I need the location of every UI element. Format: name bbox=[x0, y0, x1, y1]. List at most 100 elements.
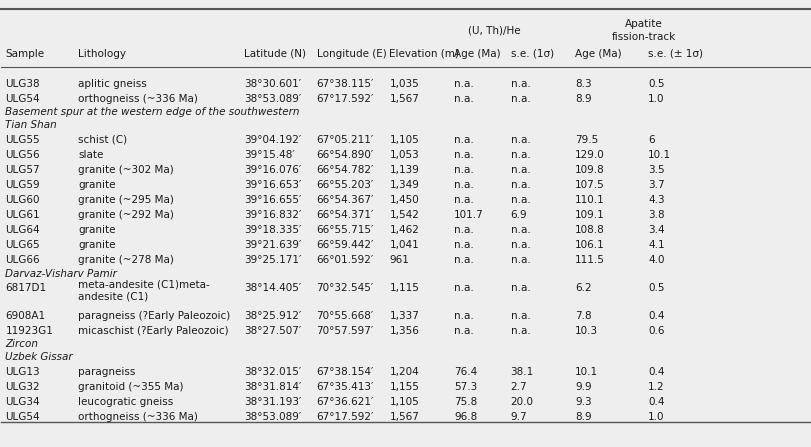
Text: 1,462: 1,462 bbox=[389, 225, 419, 235]
Text: granite (~302 Ma): granite (~302 Ma) bbox=[78, 165, 174, 175]
Text: 6: 6 bbox=[648, 135, 654, 145]
Text: 0.4: 0.4 bbox=[648, 367, 664, 377]
Text: 10.3: 10.3 bbox=[575, 326, 599, 337]
Text: 38°31.814′: 38°31.814′ bbox=[244, 382, 301, 392]
Text: Zircon: Zircon bbox=[6, 339, 38, 350]
Text: ULG32: ULG32 bbox=[6, 382, 40, 392]
Text: granite: granite bbox=[78, 180, 116, 190]
Text: 70°32.545′: 70°32.545′ bbox=[316, 283, 374, 293]
Text: 38°30.601′: 38°30.601′ bbox=[244, 79, 301, 89]
Text: 1,567: 1,567 bbox=[389, 94, 419, 104]
Text: 70°57.597′: 70°57.597′ bbox=[316, 326, 374, 337]
Text: 8.9: 8.9 bbox=[575, 94, 592, 104]
Text: n.a.: n.a. bbox=[454, 165, 474, 175]
Text: n.a.: n.a. bbox=[511, 283, 530, 293]
Text: ULG59: ULG59 bbox=[6, 180, 40, 190]
Text: 1,337: 1,337 bbox=[389, 311, 419, 321]
Text: granite: granite bbox=[78, 240, 116, 250]
Text: 66°55.203′: 66°55.203′ bbox=[316, 180, 374, 190]
Text: granite (~278 Ma): granite (~278 Ma) bbox=[78, 256, 174, 266]
Text: n.a.: n.a. bbox=[511, 180, 530, 190]
Text: 109.8: 109.8 bbox=[575, 165, 605, 175]
Text: ULG34: ULG34 bbox=[6, 397, 40, 407]
Text: n.a.: n.a. bbox=[454, 311, 474, 321]
Text: 38°53.089′: 38°53.089′ bbox=[244, 412, 301, 422]
Text: s.e. (1σ): s.e. (1σ) bbox=[511, 49, 554, 59]
Text: s.e. (± 1σ): s.e. (± 1σ) bbox=[648, 49, 703, 59]
Text: n.a.: n.a. bbox=[454, 94, 474, 104]
Text: 6.2: 6.2 bbox=[575, 283, 592, 293]
Text: 66°54.371′: 66°54.371′ bbox=[316, 210, 374, 220]
Text: ULG66: ULG66 bbox=[6, 256, 40, 266]
Text: Age (Ma): Age (Ma) bbox=[454, 49, 500, 59]
Text: 76.4: 76.4 bbox=[454, 367, 477, 377]
Text: 1.0: 1.0 bbox=[648, 94, 664, 104]
Text: n.a.: n.a. bbox=[454, 256, 474, 266]
Text: 66°55.715′: 66°55.715′ bbox=[316, 225, 374, 235]
Text: 67°38.154′: 67°38.154′ bbox=[316, 367, 374, 377]
Text: Lithology: Lithology bbox=[78, 49, 127, 59]
Text: n.a.: n.a. bbox=[511, 240, 530, 250]
Text: Apatite
fission-track: Apatite fission-track bbox=[611, 19, 676, 42]
Text: meta-andesite (C1)meta-: meta-andesite (C1)meta- bbox=[78, 279, 210, 290]
Text: 10.1: 10.1 bbox=[575, 367, 599, 377]
Text: 66°01.592′: 66°01.592′ bbox=[316, 256, 374, 266]
Text: 1,567: 1,567 bbox=[389, 412, 419, 422]
Text: n.a.: n.a. bbox=[454, 135, 474, 145]
Text: n.a.: n.a. bbox=[511, 150, 530, 160]
Text: 38°27.507′: 38°27.507′ bbox=[244, 326, 301, 337]
Text: 111.5: 111.5 bbox=[575, 256, 605, 266]
Text: 3.5: 3.5 bbox=[648, 165, 664, 175]
Text: 4.3: 4.3 bbox=[648, 195, 664, 205]
Text: ULG60: ULG60 bbox=[6, 195, 40, 205]
Text: orthogneiss (~336 Ma): orthogneiss (~336 Ma) bbox=[78, 412, 198, 422]
Text: paragneiss (?Early Paleozoic): paragneiss (?Early Paleozoic) bbox=[78, 311, 230, 321]
Text: 0.6: 0.6 bbox=[648, 326, 664, 337]
Text: 101.7: 101.7 bbox=[454, 210, 483, 220]
Text: 6817D1: 6817D1 bbox=[6, 283, 46, 293]
Text: 39°16.653′: 39°16.653′ bbox=[244, 180, 301, 190]
Text: 96.8: 96.8 bbox=[454, 412, 477, 422]
Text: slate: slate bbox=[78, 150, 104, 160]
Text: ULG56: ULG56 bbox=[6, 150, 40, 160]
Text: 1,115: 1,115 bbox=[389, 283, 419, 293]
Text: Uzbek Gissar: Uzbek Gissar bbox=[6, 352, 73, 362]
Text: granite (~295 Ma): granite (~295 Ma) bbox=[78, 195, 174, 205]
Text: 66°59.442′: 66°59.442′ bbox=[316, 240, 374, 250]
Text: 1,349: 1,349 bbox=[389, 180, 419, 190]
Text: 9.9: 9.9 bbox=[575, 382, 592, 392]
Text: 67°35.413′: 67°35.413′ bbox=[316, 382, 374, 392]
Text: n.a.: n.a. bbox=[454, 225, 474, 235]
Text: 10.1: 10.1 bbox=[648, 150, 671, 160]
Text: ULG54: ULG54 bbox=[6, 94, 40, 104]
Text: 6.9: 6.9 bbox=[511, 210, 527, 220]
Text: 3.8: 3.8 bbox=[648, 210, 664, 220]
Text: 39°21.639′: 39°21.639′ bbox=[244, 240, 301, 250]
Text: aplitic gneiss: aplitic gneiss bbox=[78, 79, 147, 89]
Text: 20.0: 20.0 bbox=[511, 397, 534, 407]
Text: ULG57: ULG57 bbox=[6, 165, 40, 175]
Text: granite (~292 Ma): granite (~292 Ma) bbox=[78, 210, 174, 220]
Text: 79.5: 79.5 bbox=[575, 135, 599, 145]
Text: n.a.: n.a. bbox=[454, 195, 474, 205]
Text: 1,450: 1,450 bbox=[389, 195, 419, 205]
Text: n.a.: n.a. bbox=[511, 195, 530, 205]
Text: n.a.: n.a. bbox=[511, 311, 530, 321]
Text: 9.7: 9.7 bbox=[511, 412, 527, 422]
Text: Age (Ma): Age (Ma) bbox=[575, 49, 622, 59]
Text: ULG64: ULG64 bbox=[6, 225, 40, 235]
Text: 1,139: 1,139 bbox=[389, 165, 419, 175]
Text: Tian Shan: Tian Shan bbox=[6, 120, 58, 130]
Text: 1,035: 1,035 bbox=[389, 79, 419, 89]
Text: 4.0: 4.0 bbox=[648, 256, 664, 266]
Text: 0.5: 0.5 bbox=[648, 79, 664, 89]
Text: 38°32.015′: 38°32.015′ bbox=[244, 367, 301, 377]
Text: 8.9: 8.9 bbox=[575, 412, 592, 422]
Text: 0.4: 0.4 bbox=[648, 311, 664, 321]
Text: ULG13: ULG13 bbox=[6, 367, 40, 377]
Text: andesite (C1): andesite (C1) bbox=[78, 291, 148, 302]
Text: Longitude (E): Longitude (E) bbox=[316, 49, 386, 59]
Text: n.a.: n.a. bbox=[454, 283, 474, 293]
Text: 1.0: 1.0 bbox=[648, 412, 664, 422]
Text: 1,105: 1,105 bbox=[389, 397, 419, 407]
